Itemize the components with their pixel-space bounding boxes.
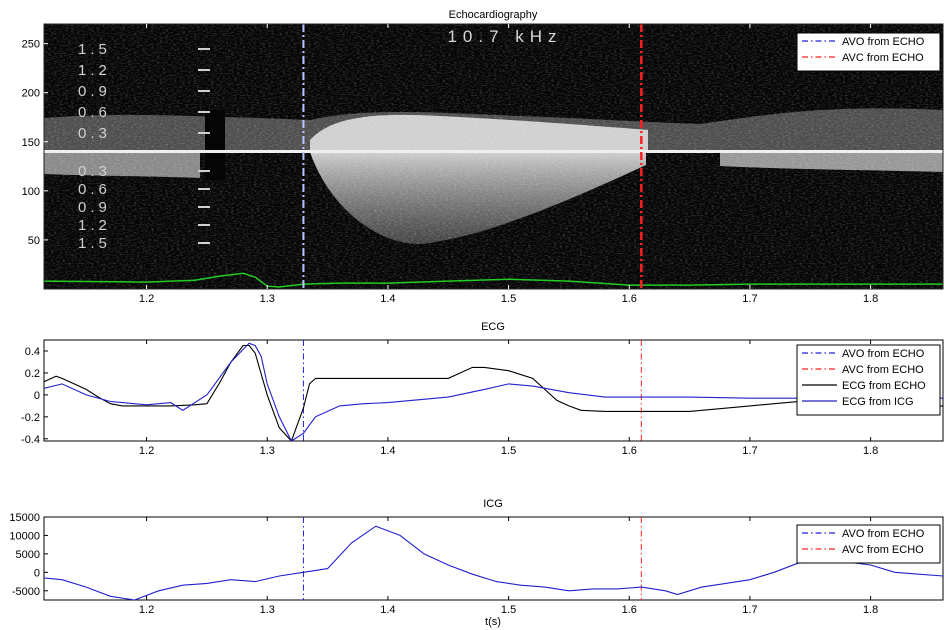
ecg-title: ECG	[481, 321, 505, 333]
icg-title: ICG	[483, 498, 503, 510]
velocity-scale-label: 0.6	[78, 181, 111, 198]
x-axis-label: t(s)	[485, 616, 501, 628]
x-tick-label: 1.5	[501, 293, 516, 305]
x-tick-label: 1.5	[501, 604, 516, 616]
y-tick-label: 150	[22, 137, 40, 149]
velocity-scale-label: 0.6	[78, 104, 111, 121]
series-line	[44, 342, 943, 441]
echo-frequency-label: 10.7 kHz	[447, 27, 562, 46]
x-tick-label: 1.2	[139, 604, 154, 616]
velocity-scale-label: 0.9	[78, 83, 111, 100]
velocity-scale-label: 0.3	[78, 125, 111, 142]
x-tick-label: 1.6	[622, 445, 637, 457]
icg-plot-area: 1.2 1.3 1.4 1.5 1.6 1.7 1.8 -5000 0 5000 10000 1500…	[9, 512, 944, 616]
y-tick-label: 5000	[16, 549, 40, 561]
x-tick-label: 1.3	[260, 604, 275, 616]
x-tick-label: 1.4	[380, 445, 395, 457]
ecg-background	[43, 339, 944, 442]
y-tick-label: 0.4	[25, 346, 40, 358]
velocity-scale-label: 0.9	[78, 199, 111, 216]
legend-box	[796, 344, 941, 416]
x-tick-label: 1.2	[139, 293, 154, 305]
series-line	[44, 525, 943, 600]
legend-label: AVO from ECHO	[842, 528, 925, 540]
x-tick-label: 1.8	[863, 604, 878, 616]
velocity-scale-label: 1.5	[78, 41, 111, 58]
x-tick-label: 1.8	[863, 445, 878, 457]
x-tick-label: 1.6	[622, 604, 637, 616]
legend-label: AVC from ECHO	[842, 52, 924, 64]
x-tick-label: 1.4	[380, 293, 395, 305]
y-tick-label: -0.4	[21, 434, 40, 446]
velocity-scale-label: 0.3	[78, 163, 111, 180]
legend-label: AVC from ECHO	[842, 364, 924, 376]
velocity-scale-label: 1.2	[78, 217, 111, 234]
legend-label: ECG from ICG	[842, 396, 914, 408]
x-tick-label: 1.5	[501, 445, 516, 457]
y-tick-label: 10000	[9, 530, 40, 542]
echo-speckle	[44, 24, 943, 289]
x-tick-label: 1.3	[260, 293, 275, 305]
y-tick-label: 100	[22, 186, 40, 198]
legend-label: AVO from ECHO	[842, 348, 925, 360]
legend-box	[796, 524, 941, 564]
icg-background	[43, 516, 944, 601]
x-tick-label: 1.4	[380, 604, 395, 616]
echo-frame	[43, 23, 944, 290]
echo-plot-area: 1.51.20.90.60.30.30.60.91.21.5 10.7 kHz …	[22, 23, 944, 305]
y-tick-label: 200	[22, 88, 40, 100]
legend-label: AVO from ECHO	[842, 36, 925, 48]
x-tick-label: 1.2	[139, 445, 154, 457]
x-tick-label: 1.8	[863, 293, 878, 305]
legend-label: AVC from ECHO	[842, 544, 924, 556]
y-tick-label: -0.2	[21, 412, 40, 424]
echo-green-trace	[44, 272, 943, 288]
echo-doppler-image: 1.51.20.90.60.30.30.60.91.21.5 10.7 kHz	[44, 24, 943, 289]
x-tick-label: 1.7	[742, 604, 757, 616]
legend-box	[796, 32, 941, 72]
y-tick-label: 0	[34, 390, 40, 402]
x-tick-label: 1.3	[260, 445, 275, 457]
y-tick-label: 0	[34, 567, 40, 579]
echo-baseline	[44, 150, 943, 153]
legend-label: ECG from ECHO	[842, 380, 926, 392]
velocity-scale-label: 1.5	[78, 235, 111, 252]
echo-gap	[205, 110, 225, 180]
series-line	[44, 344, 943, 441]
y-tick-label: -5000	[12, 586, 40, 598]
echo-title: Echocardiography	[449, 9, 538, 21]
y-tick-label: 0.2	[25, 368, 40, 380]
y-tick-label: 250	[22, 39, 40, 51]
x-tick-label: 1.7	[742, 445, 757, 457]
y-tick-label: 15000	[9, 512, 40, 524]
velocity-scale-label: 1.2	[78, 62, 111, 79]
x-tick-label: 1.6	[622, 293, 637, 305]
y-tick-label: 50	[28, 235, 40, 247]
ecg-plot-area: 1.2 1.3 1.4 1.5 1.6 1.7 1.8 -0.4 -0.2 0 0.2 0.4	[21, 339, 944, 457]
x-tick-label: 1.7	[742, 293, 757, 305]
